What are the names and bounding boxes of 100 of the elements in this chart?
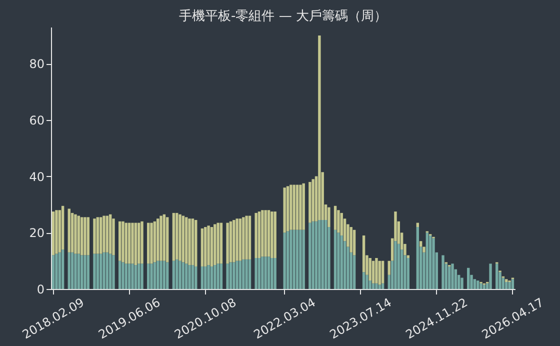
y-tick-label: 60 [29, 113, 44, 128]
bar [118, 221, 122, 261]
bar [106, 216, 109, 252]
bar [428, 235, 432, 289]
bar [299, 230, 302, 289]
bar [210, 227, 214, 266]
bar [214, 265, 216, 289]
bar [378, 260, 381, 285]
bar [102, 216, 106, 252]
bar [74, 214, 77, 254]
bar [296, 230, 299, 289]
bar [388, 260, 390, 275]
bar [178, 214, 182, 261]
bar [318, 35, 321, 220]
bar [52, 255, 55, 289]
bar [473, 279, 476, 289]
bar [58, 252, 61, 289]
bar [70, 252, 74, 289]
bar [210, 266, 214, 289]
bar [99, 217, 102, 254]
bar [270, 212, 274, 258]
bar [432, 238, 435, 289]
bar [372, 283, 375, 289]
bar [162, 260, 166, 289]
bar [226, 222, 229, 264]
bar [397, 244, 400, 289]
bar [162, 214, 166, 261]
bar [106, 252, 109, 289]
bar [128, 222, 131, 264]
bar [292, 230, 296, 289]
bar [312, 221, 314, 289]
bar [406, 258, 410, 289]
bar [394, 241, 397, 289]
bar [124, 264, 128, 289]
bar [236, 218, 238, 261]
bar [185, 264, 188, 289]
bar [296, 184, 299, 230]
bar [147, 222, 150, 264]
bar [214, 224, 216, 266]
bar [80, 255, 84, 289]
bar [229, 221, 232, 262]
bar [448, 266, 451, 289]
bar [200, 228, 204, 266]
bar [99, 254, 102, 289]
bar [375, 258, 378, 284]
bar [261, 210, 264, 257]
bar [77, 254, 80, 289]
bar [248, 216, 252, 260]
bar [176, 259, 178, 289]
bar [229, 262, 232, 289]
bar [200, 266, 204, 289]
bar [283, 188, 286, 233]
bar [96, 254, 99, 289]
bar [172, 212, 176, 261]
bar [150, 222, 153, 264]
bar [264, 210, 267, 257]
bar [451, 264, 454, 289]
bar [337, 232, 340, 289]
bar [134, 265, 138, 289]
bar [93, 254, 96, 289]
bar [61, 206, 64, 250]
bar [156, 218, 160, 261]
bar [258, 258, 261, 289]
bar [226, 264, 229, 289]
bar [480, 283, 482, 289]
bar [337, 210, 340, 233]
bar [96, 217, 99, 254]
bar [254, 212, 258, 258]
bar [426, 232, 429, 289]
bar [511, 279, 514, 289]
bar [204, 266, 207, 289]
bar [368, 258, 372, 281]
bar [290, 184, 292, 230]
bar [185, 217, 188, 264]
bar [274, 258, 276, 289]
bar [381, 260, 384, 284]
y-tick-label: 20 [29, 226, 44, 240]
bar [128, 264, 131, 289]
bar [372, 260, 375, 284]
bar [261, 256, 264, 289]
bar [188, 265, 191, 289]
bar [112, 218, 115, 256]
bar [68, 208, 70, 252]
bar [178, 260, 182, 289]
bar [267, 210, 270, 257]
bar [58, 210, 61, 252]
bar [166, 262, 169, 289]
bar [508, 282, 511, 289]
bar [77, 216, 80, 254]
bar [286, 231, 290, 289]
bar [299, 184, 302, 230]
bar [172, 260, 176, 289]
bar [302, 183, 305, 230]
y-tick-label: 0 [36, 282, 44, 296]
bar [194, 266, 198, 289]
bar [147, 264, 150, 289]
bar [248, 259, 252, 289]
bar [505, 279, 508, 282]
bar [467, 268, 470, 289]
bar [84, 255, 86, 289]
